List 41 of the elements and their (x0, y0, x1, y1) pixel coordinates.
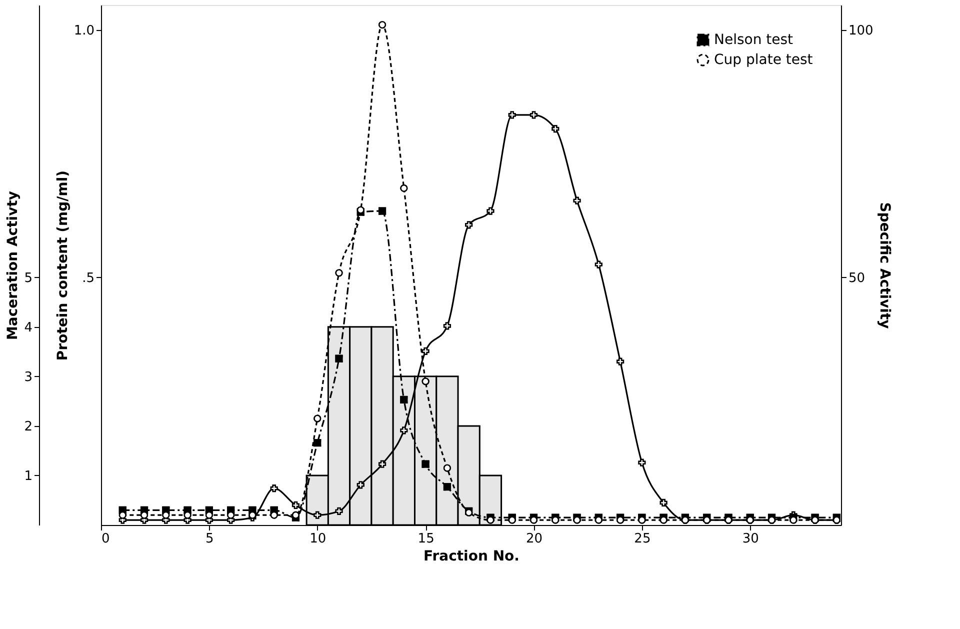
y3-axis-title: Maceration Activty (5, 190, 22, 340)
x-tick-label: 10 (310, 532, 326, 546)
point (486, 207, 494, 215)
point (292, 501, 300, 509)
y2-tick-label: 50 (848, 270, 866, 286)
point (443, 322, 452, 330)
point (422, 347, 430, 355)
point (594, 260, 602, 268)
point (573, 196, 581, 204)
point (378, 460, 386, 468)
x-axis-title: Fraction No. (424, 548, 520, 564)
y3-tick-label: 2 (24, 419, 32, 434)
x-tick-label: 25 (634, 532, 651, 546)
point (638, 458, 646, 466)
y3-tick-label: 5 (24, 270, 32, 286)
y-tick-label: .5 (82, 270, 94, 286)
y3-tick-label: 1 (24, 468, 32, 484)
point (552, 125, 560, 133)
x-tick-label: 30 (742, 532, 759, 546)
point (356, 481, 364, 489)
x-tick-label: 15 (418, 532, 434, 546)
y3-tick-label: 3 (24, 370, 32, 385)
legend-label: Nelson test (714, 32, 794, 48)
point (660, 498, 668, 507)
legend-label: Cup plate test (714, 52, 814, 68)
y3-tick-label: 4 (24, 320, 32, 336)
y-axis-title: Protein content (mg/ml) (54, 170, 71, 361)
x-tick-label: 0 (102, 532, 110, 546)
point (616, 358, 624, 366)
point (530, 111, 538, 119)
y2-axis-title: Specific Activity (876, 202, 892, 329)
point (270, 484, 278, 492)
point (335, 507, 343, 515)
x-tick-label: 20 (526, 532, 543, 546)
x-tick-label: 5 (206, 532, 214, 546)
point (314, 511, 322, 519)
y-tick-label: 1.0 (74, 23, 94, 38)
point (400, 426, 408, 434)
y2-tick-label: 100 (848, 23, 874, 38)
point (508, 111, 516, 119)
point (465, 221, 473, 229)
